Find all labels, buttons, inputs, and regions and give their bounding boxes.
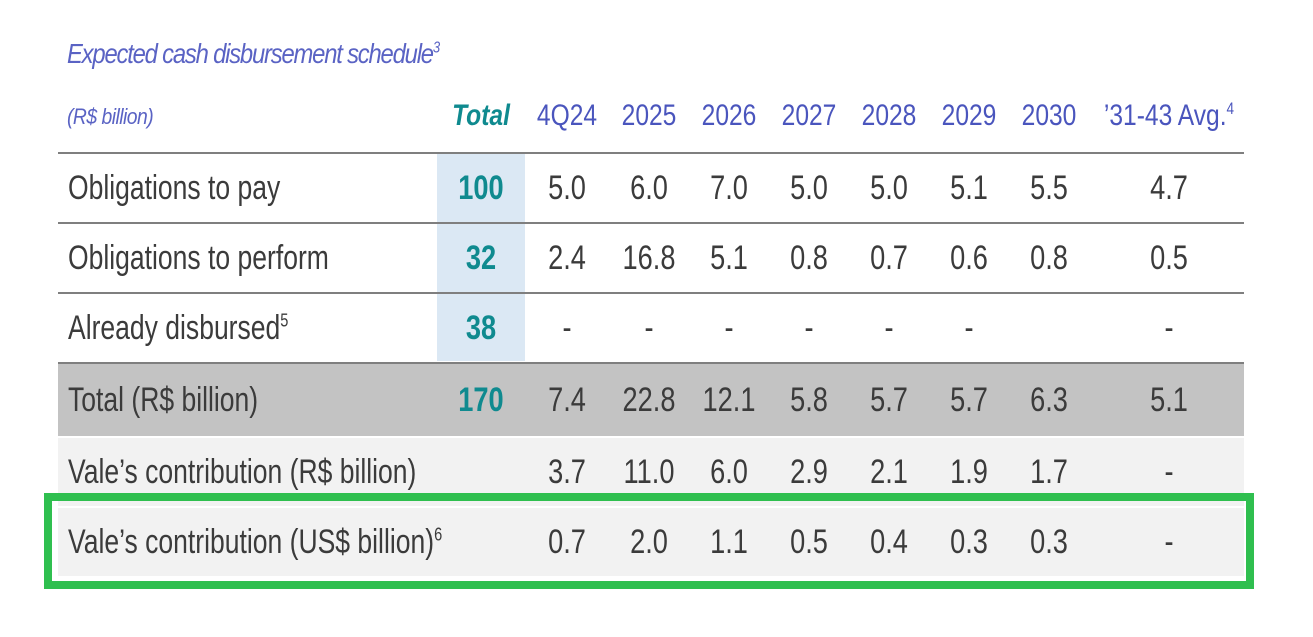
cell-2030: 5.5 (1030, 169, 1068, 207)
cell-2028: 5.7 (870, 381, 908, 419)
cell-total: 38 (465, 309, 497, 347)
col-header-avg: ’31-43 Avg.4 (1103, 94, 1234, 138)
row-label-text: Vale’s contribution (US$ billion) (68, 523, 435, 561)
cell-2029: 5.7 (950, 381, 988, 419)
row-label: Already disbursed5 (68, 294, 288, 362)
cell-2026: 12.1 (702, 381, 756, 419)
cell-2030: 6.3 (1030, 381, 1068, 419)
cell-2029: 0.6 (950, 239, 988, 277)
cell-2029: - (964, 309, 974, 347)
cell-2025: 2.0 (630, 523, 668, 561)
divider (58, 362, 1244, 364)
col-header-2030: 2030 (1021, 99, 1077, 132)
cell-2027: 2.9 (790, 453, 828, 491)
col-header-2027: 2027 (781, 99, 837, 132)
table-header: Expected cash disbursement schedule3 (R$… (0, 0, 1313, 150)
table-row: Vale’s contribution (US$ billion)6 0.7 2… (58, 508, 1244, 576)
table-title-text: Expected cash disbursement schedule (67, 38, 434, 69)
cell-2027: - (804, 309, 814, 347)
divider (58, 222, 1244, 224)
cell-avg: - (1164, 309, 1174, 347)
cell-2026: - (724, 309, 734, 347)
cell-2025: - (644, 309, 654, 347)
cell-2027: 0.8 (790, 239, 828, 277)
col-header-2025: 2025 (621, 99, 677, 132)
col-header-total: Total (452, 99, 510, 132)
col-header-avg-text: ’31-43 Avg. (1103, 99, 1227, 132)
cell-2029: 5.1 (950, 169, 988, 207)
cell-2025: 6.0 (630, 169, 668, 207)
cell-2026: 6.0 (710, 453, 748, 491)
row-label: Vale’s contribution (R$ billion) (68, 453, 417, 491)
cell-2030: 1.7 (1030, 453, 1068, 491)
row-label: Obligations to perform (68, 239, 329, 277)
total-column-highlight (437, 152, 525, 361)
cell-2030: 0.8 (1030, 239, 1068, 277)
cell-2029: 1.9 (950, 453, 988, 491)
divider (58, 152, 1244, 154)
cell-4q24: 2.4 (548, 239, 586, 277)
cell-avg: - (1164, 453, 1174, 491)
cell-2028: 0.7 (870, 239, 908, 277)
col-header-2029: 2029 (941, 99, 997, 132)
cell-4q24: - (562, 309, 572, 347)
col-header-2028: 2028 (861, 99, 917, 132)
row-label: Vale’s contribution (US$ billion)6 (68, 508, 442, 576)
cell-avg: 4.7 (1150, 169, 1188, 207)
table-title: Expected cash disbursement schedule3 (67, 38, 440, 70)
cell-2028: - (884, 309, 894, 347)
cell-total: 100 (458, 169, 504, 207)
cell-2027: 5.0 (790, 169, 828, 207)
title-footnote-ref: 3 (432, 39, 440, 57)
highlight-box (44, 493, 1254, 589)
cell-avg: 0.5 (1150, 239, 1188, 277)
cell-2029: 0.3 (950, 523, 988, 561)
table-unit: (R$ billion) (67, 104, 154, 129)
cell-total: 32 (465, 239, 497, 277)
table-row: Obligations to pay 100 5.0 6.0 7.0 5.0 5… (58, 154, 1244, 222)
cell-2026: 1.1 (710, 523, 748, 561)
table-row-total: Total (R$ billion) 170 7.4 22.8 12.1 5.8… (58, 364, 1244, 436)
cell-2027: 5.8 (790, 381, 828, 419)
col-header-4q24: 4Q24 (536, 99, 598, 132)
cell-2030 (1017, 294, 1081, 362)
cell-2026: 7.0 (710, 169, 748, 207)
cell-2028: 5.0 (870, 169, 908, 207)
col-header-2026: 2026 (701, 99, 757, 132)
row-label-text: Already disbursed (68, 309, 281, 347)
cell-2030: 0.3 (1030, 523, 1068, 561)
divider (58, 292, 1244, 294)
row-label: Obligations to pay (68, 169, 281, 207)
table-row: Obligations to perform 32 2.4 16.8 5.1 0… (58, 224, 1244, 292)
cell-4q24: 0.7 (548, 523, 586, 561)
cell-4q24: 7.4 (548, 381, 586, 419)
cell-4q24: 5.0 (548, 169, 586, 207)
row-label: Total (R$ billion) (68, 381, 259, 419)
cell-2028: 2.1 (870, 453, 908, 491)
row-footnote-ref: 6 (434, 523, 443, 545)
row-footnote-ref: 5 (280, 309, 289, 331)
cell-total: 170 (458, 381, 504, 419)
cell-2027: 0.5 (790, 523, 828, 561)
cell-2026: 5.1 (710, 239, 748, 277)
cell-2028: 0.4 (870, 523, 908, 561)
avg-footnote-ref: 4 (1226, 100, 1235, 118)
cell-avg: - (1164, 523, 1174, 561)
cell-2025: 11.0 (623, 453, 675, 491)
cell-2025: 16.8 (622, 239, 676, 277)
cell-2025: 22.8 (622, 381, 676, 419)
table-row: Already disbursed5 38 - - - - - - - (58, 294, 1244, 362)
cell-avg: 5.1 (1150, 381, 1188, 419)
cell-4q24: 3.7 (548, 453, 586, 491)
